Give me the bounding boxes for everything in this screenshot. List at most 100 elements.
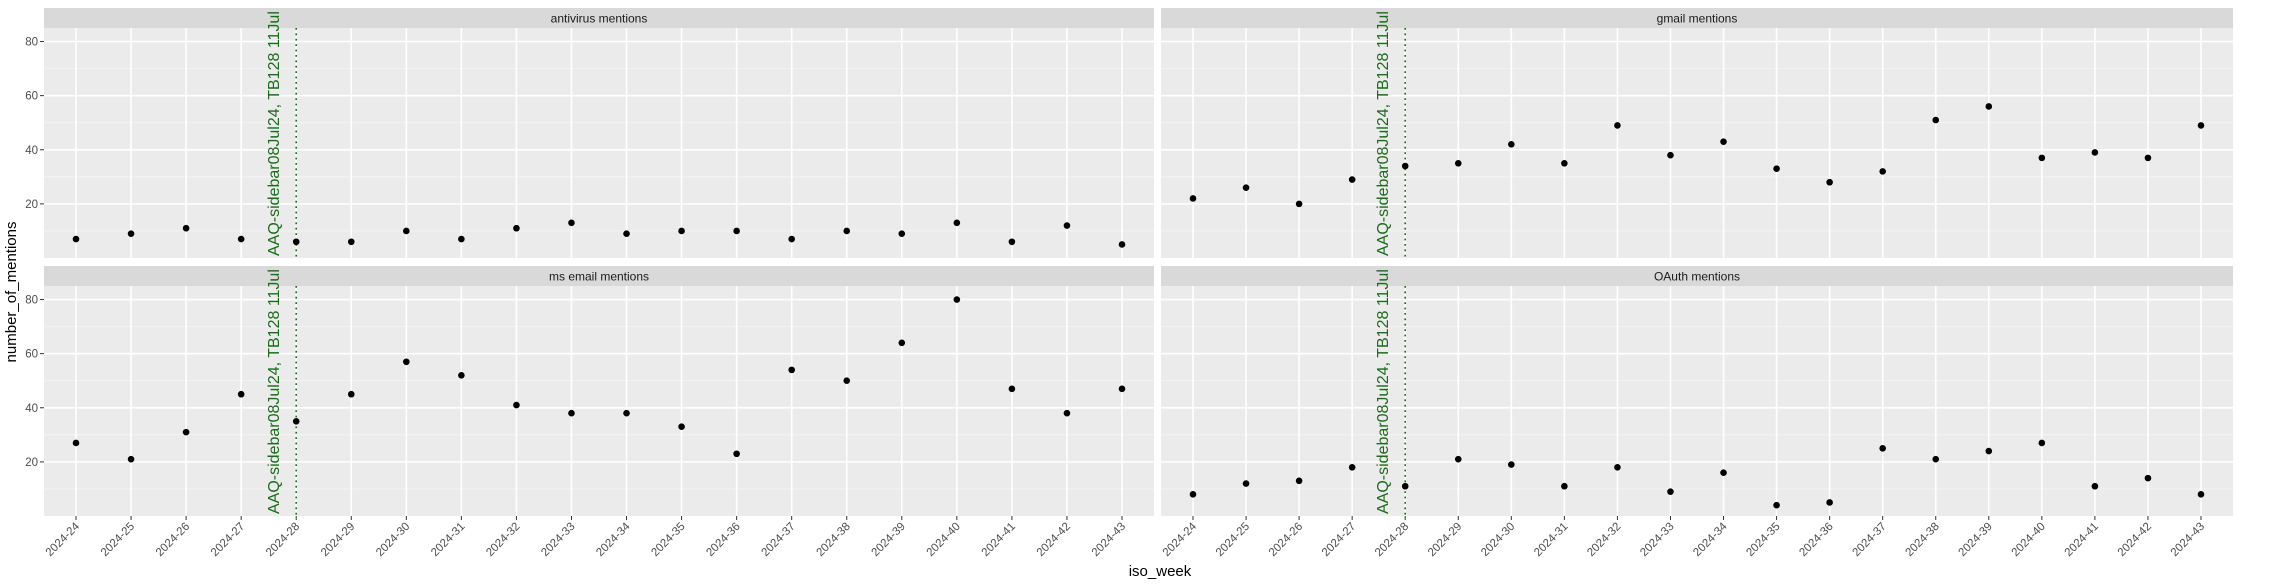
facet-title: ms email mentions [549, 270, 649, 284]
data-point [1826, 499, 1833, 506]
data-point [788, 366, 795, 374]
data-point [1008, 238, 1016, 246]
x-tick-label: 2024-26 [154, 521, 192, 559]
data-point [733, 227, 740, 235]
data-point [292, 238, 300, 246]
x-tick-label: 2024-28 [264, 521, 302, 559]
data-point [843, 227, 851, 235]
data-point [678, 423, 685, 431]
x-tick-label: 2024-41 [980, 521, 1018, 559]
data-point [1008, 385, 1016, 393]
data-point [2091, 149, 2099, 156]
data-point [2144, 474, 2152, 482]
y-tick-label: 60 [25, 91, 38, 103]
panel-background [44, 286, 1154, 516]
data-point [1242, 184, 1250, 191]
data-point [1118, 241, 1126, 248]
facet-title: antivirus mentions [551, 12, 648, 26]
data-point [623, 409, 630, 417]
data-point [72, 235, 80, 243]
data-point [347, 238, 355, 246]
data-point [1348, 176, 1356, 183]
x-tick-label: 2024-37 [1850, 521, 1888, 559]
data-point [1667, 151, 1674, 159]
x-tick-label: 2024-36 [704, 521, 742, 559]
data-point [1985, 447, 1993, 455]
data-point [1614, 463, 1621, 471]
data-point [898, 339, 906, 347]
x-tick-label: 2024-31 [429, 521, 467, 559]
data-point [733, 450, 740, 458]
data-point [458, 235, 465, 243]
facet-title: gmail mentions [1657, 12, 1738, 26]
data-point [1667, 488, 1674, 495]
facet-strip [44, 8, 1154, 28]
x-tick-label: 2024-40 [2010, 521, 2048, 559]
data-point [1561, 159, 1568, 167]
x-tick-label: 2024-35 [1744, 521, 1782, 559]
data-point [1189, 491, 1197, 498]
data-point [1932, 116, 1940, 124]
data-point [2197, 491, 2205, 498]
data-point [292, 417, 300, 425]
data-point [1454, 455, 1462, 463]
data-point [1401, 482, 1409, 490]
data-point [1508, 141, 1515, 148]
x-tick-label: 2024-24 [1161, 520, 1200, 559]
facet-panels: antivirus mentions AAQ-sidebar08Jul24, TB… [44, 8, 2233, 516]
reference-vline-label: AAQ-sidebar08Jul24, TB128 11Jul [1375, 269, 1392, 514]
data-point [2144, 154, 2152, 162]
y-tick-label: 40 [25, 403, 38, 415]
x-tick-label: 2024-29 [1426, 521, 1464, 559]
x-tick-label: 2024-30 [1479, 521, 1517, 559]
data-point [1063, 222, 1071, 229]
data-point [1454, 159, 1462, 167]
data-point [678, 227, 685, 235]
reference-vline-label: AAQ-sidebar08Jul24, TB128 11Jul [1375, 11, 1392, 256]
data-point [2038, 154, 2046, 162]
x-tick-label: 2024-33 [1638, 521, 1676, 559]
data-point [182, 224, 190, 232]
x-tick-label: 2024-32 [1585, 521, 1623, 559]
data-point [843, 377, 851, 385]
data-point [2197, 122, 2205, 129]
reference-vline-label: AAQ-sidebar08Jul24, TB128 11Jul [266, 269, 283, 514]
x-tick-label: 2024-26 [1267, 521, 1305, 559]
data-point [788, 235, 795, 243]
x-axis-ticks: 2024-24 2024-25 2024-26 2024-27 2024-28 2024-… [44, 516, 2207, 559]
x-tick-label: 2024-29 [319, 521, 357, 559]
data-point [72, 439, 80, 447]
x-tick-label: 2024-25 [99, 521, 137, 559]
data-point [127, 455, 135, 463]
x-tick-label: 2024-43 [1090, 521, 1128, 559]
data-point [513, 401, 520, 409]
x-axis-title: iso_week [1129, 563, 1192, 580]
reference-vline-label: AAQ-sidebar08Jul24, TB128 11Jul [266, 11, 283, 256]
data-point [237, 235, 245, 243]
x-tick-label: 2024-34 [594, 520, 633, 559]
y-tick-label: 20 [25, 199, 38, 211]
data-point [1348, 463, 1356, 471]
x-tick-label: 2024-41 [2063, 521, 2101, 559]
facet-strip [44, 266, 1154, 286]
x-tick-label: 2024-33 [539, 521, 577, 559]
data-point [1773, 501, 1780, 509]
data-point [182, 428, 190, 436]
data-point [347, 390, 355, 398]
y-tick-label: 40 [25, 145, 38, 157]
data-point [1295, 200, 1303, 208]
data-point [1189, 195, 1197, 202]
data-point [1826, 178, 1833, 186]
data-point [568, 409, 575, 417]
x-tick-label: 2024-31 [1532, 521, 1570, 559]
x-tick-label: 2024-32 [484, 521, 522, 559]
x-tick-label: 2024-40 [925, 521, 963, 559]
panel-background [1161, 286, 2233, 516]
data-point [1879, 168, 1886, 175]
x-tick-label: 2024-34 [1691, 520, 1730, 559]
y-tick-label: 60 [25, 349, 38, 361]
data-point [1773, 165, 1780, 173]
data-point [513, 224, 520, 232]
y-tick-label: 80 [25, 295, 38, 307]
